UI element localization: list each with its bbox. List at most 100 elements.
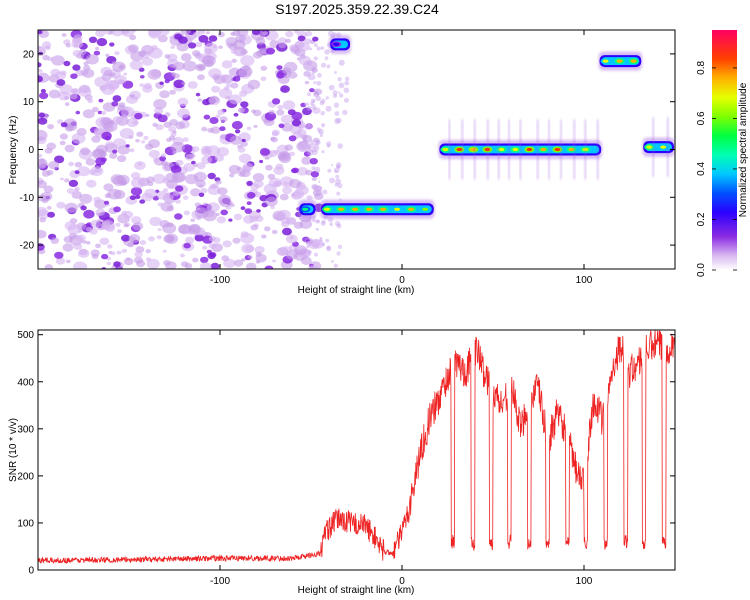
heatmap-cell [38, 68, 43, 73]
heatmap-cell [109, 72, 116, 77]
heatmap-cell [297, 35, 306, 42]
heatmap-cell [276, 65, 283, 70]
heatmap-cell [259, 159, 264, 164]
heatmap-cell [298, 42, 311, 52]
heatmap-hotspot-peak [660, 145, 667, 149]
heatmap-cell [40, 88, 47, 93]
heatmap-cell [77, 166, 91, 177]
heatmap-cell [166, 137, 172, 142]
heatmap-cell [134, 251, 143, 258]
heatmap-cell [219, 116, 228, 123]
heatmap-cell [38, 180, 47, 189]
heatmap-cell [195, 41, 203, 48]
heatmap-cell [248, 255, 253, 259]
heatmap-cell [90, 166, 104, 177]
heatmap-cell [321, 123, 326, 128]
heatmap-cell [197, 74, 205, 81]
heatmap-cell [127, 44, 139, 53]
heatmap-cell [103, 183, 114, 192]
heatmap-cell [101, 253, 109, 260]
heatmap-cell [282, 186, 293, 195]
heatmap-cell [73, 243, 83, 250]
heatmap-cell [198, 35, 209, 43]
heatmap-cell [164, 233, 179, 244]
heatmap-cell [169, 89, 176, 95]
colorbar-label: Normalized spectral amplitude [738, 82, 749, 217]
heatmap-cell [198, 192, 205, 197]
heatmap-cell [229, 201, 234, 205]
heatmap-cell [241, 138, 246, 143]
heatmap-cell [168, 126, 177, 133]
heatmap-cell [336, 251, 341, 256]
heatmap-cell [112, 138, 127, 149]
heatmap-cell [238, 107, 246, 113]
heatmap-cell [268, 110, 275, 115]
heatmap-cell [38, 62, 42, 68]
heatmap-cell [173, 73, 180, 79]
heatmap-hotspot-peak [646, 145, 653, 149]
heatmap-cell [311, 104, 316, 109]
heatmap-cell [182, 195, 189, 200]
heatmap-cell [321, 62, 327, 68]
heatmap-cell [294, 245, 308, 256]
heatmap-cell [38, 45, 46, 57]
heatmap-cell [159, 155, 167, 162]
heatmap-cell [132, 222, 144, 231]
heatmap-cell [317, 72, 322, 78]
heatmap-cell [103, 70, 110, 76]
heatmap-cell [121, 30, 135, 37]
heatmap-cell [298, 123, 306, 129]
heatmap-cell [293, 221, 304, 229]
heatmap-cell [255, 251, 262, 257]
heatmap-cell [159, 30, 170, 36]
heatmap-cell [141, 140, 146, 144]
heatmap-cell [129, 148, 135, 153]
heatmap-cell [301, 156, 313, 165]
heatmap-cell [221, 255, 229, 262]
heatmap-cell [206, 202, 220, 213]
heatmap-striation [573, 119, 576, 180]
heatmap-cell [121, 248, 128, 253]
heatmap-cell [184, 263, 193, 269]
heatmap-hotspot-peak [324, 207, 331, 211]
heatmap-cell [270, 205, 275, 210]
spectrogram-plot [38, 30, 675, 269]
heatmap-cell [48, 89, 61, 99]
heatmap-cell [56, 201, 66, 209]
heatmap-cell [311, 66, 317, 72]
heatmap-cell [85, 227, 93, 232]
heatmap-cell [311, 70, 316, 75]
heatmap-cell [66, 188, 75, 194]
heatmap-cell [211, 183, 219, 189]
heatmap-cell [254, 246, 265, 254]
heatmap-cell [68, 161, 75, 167]
heatmap-cell [134, 112, 143, 120]
heatmap-cell [182, 137, 189, 142]
heatmap-cell [280, 114, 293, 124]
heatmap-cell [329, 222, 334, 227]
heatmap-hotspot-peak [338, 207, 345, 211]
heatmap-cell [214, 154, 225, 162]
heatmap-cell [172, 171, 186, 183]
heatmap-cell [311, 218, 316, 223]
heatmap-cell [229, 135, 242, 145]
heatmap-cell [216, 216, 226, 224]
heatmap-cell [175, 185, 184, 192]
heatmap-cell [148, 236, 155, 242]
heatmap-cell [93, 50, 101, 56]
heatmap-cell [190, 218, 195, 222]
heatmap-cell [43, 185, 54, 194]
heatmap-cell [67, 224, 82, 235]
heatmap-cell [121, 234, 130, 242]
heatmap-cell [325, 238, 330, 243]
heatmap-hotspot-peak [568, 147, 575, 152]
heatmap-cell [90, 219, 101, 228]
heatmap-cell [191, 160, 196, 165]
heatmap-cell [337, 244, 343, 249]
heatmap-cell [240, 101, 249, 108]
heatmap-cell [277, 105, 284, 110]
heatmap-cell [311, 166, 316, 171]
heatmap-cell [175, 199, 181, 204]
heatmap-cell [291, 111, 303, 121]
heatmap-cell [95, 157, 106, 166]
